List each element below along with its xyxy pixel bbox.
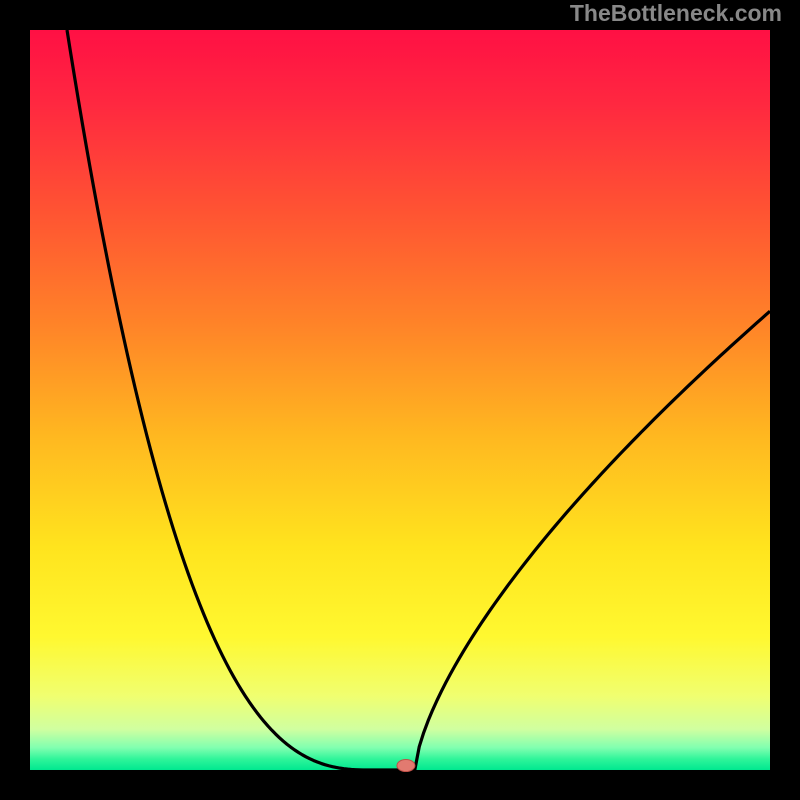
watermark-text: TheBottleneck.com [570, 0, 782, 27]
chart-container: TheBottleneck.com [0, 0, 800, 800]
bottleneck-chart [0, 0, 800, 800]
optimum-marker [397, 760, 415, 772]
plot-area [30, 30, 770, 770]
